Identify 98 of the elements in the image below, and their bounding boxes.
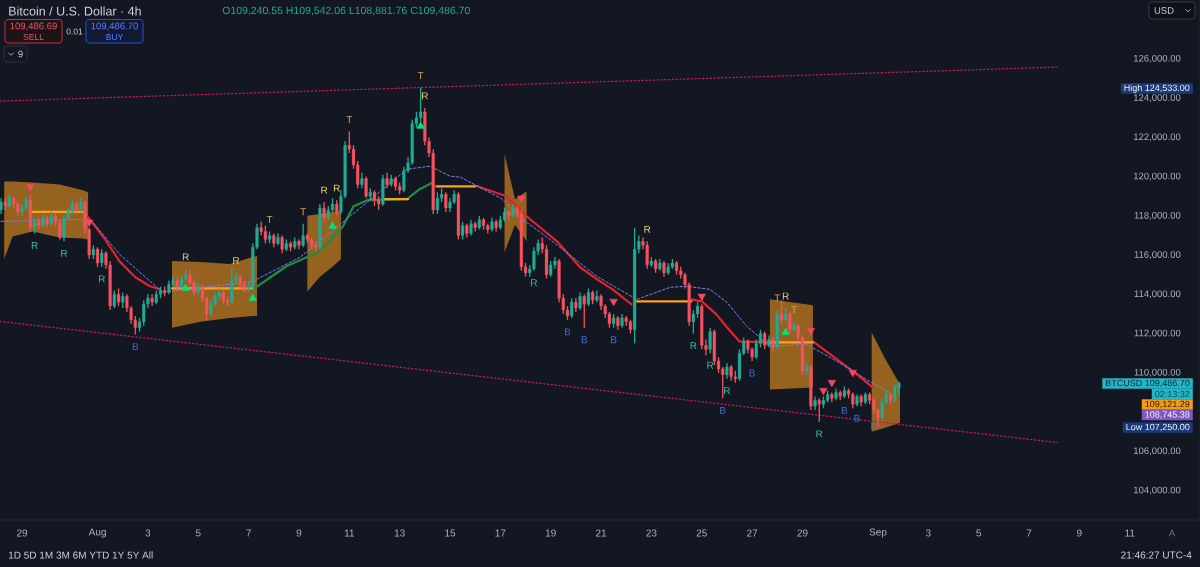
annotation: R [98,275,105,283]
x-tick-label: 9 [1077,529,1082,537]
annotation: R [333,184,340,192]
x-tick-label: 27 [747,529,758,537]
x-tick-label: 11 [1125,529,1135,537]
y-tick-label: 126,000.00 [1133,54,1181,63]
annotation: R [321,186,328,194]
candlestick [880,397,884,421]
candlestick [322,201,326,223]
annotation: T [417,72,424,80]
annotation: R [644,225,651,233]
x-tick-label: 7 [1026,529,1032,537]
annotation: 109,486.69 [10,22,57,31]
annotation: R [816,430,823,438]
y-tick-label: 120,000.00 [1133,172,1181,181]
candlestick [95,246,100,268]
x-tick-label: 5 [976,529,982,537]
annotation: 02:13:32 [1155,390,1190,398]
x-tick-label: 5 [195,529,201,537]
annotation: R [182,253,189,261]
x-tick-label: Sep [869,528,887,538]
x-tick-label: 25 [696,529,707,537]
annotation: B [581,336,588,344]
y-tick-label: 116,000.00 [1134,251,1181,260]
y-tick-label: 122,000.00 [1133,133,1181,142]
x-tick-label: 23 [646,529,657,537]
annotation: R [531,279,538,287]
annotation: R [233,257,240,265]
x-tick-label: 3 [145,529,151,537]
x-tick-label: 3 [925,529,931,537]
annotation: T [300,208,306,216]
x-tick-label: 15 [445,529,456,537]
annotation: B [871,422,877,430]
annotation: Low 107,250.00 [1126,423,1190,432]
annotation: T [774,294,781,302]
candlestick [779,299,784,325]
y-tick-label: 124,000.00 [1133,94,1181,103]
annotation: R [61,249,68,257]
annotation: 109,121.29 [1145,400,1190,409]
y-tick-label: 110,000.00 [1134,368,1181,377]
x-tick-label: 29 [797,529,808,537]
chart-title: Bitcoin / U.S. Dollar · 4h [9,6,141,16]
x-tick-label: 17 [495,529,506,537]
annotation: B [564,328,571,336]
candlestick [62,215,66,243]
candlestick [444,191,448,213]
candlestick [817,397,821,423]
text: 1D 5D 1M 3M 6M YTD 1Y 5Y All [8,551,153,559]
x-tick-label: 29 [16,529,28,537]
annotation: T [346,116,353,123]
candlestick [645,240,649,270]
y-tick-label: 118,000.00 [1134,211,1181,220]
candlestick [58,219,62,241]
annotation: B [720,406,726,414]
annotation: O109,240.55 H109,542.06 L108,881.76 C109,486.70 [222,6,470,16]
candlestick [595,289,599,303]
x-tick-label: 9 [296,529,302,537]
annotation: R [782,292,789,300]
annotation: 0.01 [66,28,83,35]
candlestick [582,293,586,329]
annotation: 9 [18,50,23,58]
annotation: T [266,216,273,223]
annotation: High 124,533.00 [1124,84,1190,93]
y-tick-label: 114,000.00 [1134,290,1181,299]
annotation: USD [1154,7,1174,14]
annotation: R [707,361,714,369]
annotation: SELL [23,33,44,40]
annotation: B [749,369,755,377]
annotation: R [724,387,731,395]
text: A [1168,529,1176,537]
annotation: B [611,336,617,344]
y-tick-label: 112,000.00 [1134,329,1181,338]
annotation: BTCUSD 109,486.70 [1106,379,1190,388]
annotation: R [690,342,697,350]
annotation: 108,745.38 [1145,411,1190,419]
x-tick-label: 21 [595,529,607,537]
text: 21:46:27 UTC-4 [1121,551,1192,559]
y-tick-label: 104,000.00 [1133,486,1181,495]
candlestick [570,297,574,319]
candlestick [150,293,154,307]
candlestick [788,311,792,335]
annotation: BUY [106,34,124,40]
x-tick-label: Aug [88,528,106,538]
candlestick [301,223,305,248]
annotation: R [31,242,38,249]
x-tick-label: 11 [344,529,355,537]
annotation: B [841,406,848,414]
x-tick-label: 13 [394,529,405,537]
annotation: 109,486.70 [91,22,138,31]
annotation: R [422,92,428,100]
candlestick [708,327,712,354]
x-tick-label: 19 [545,529,556,537]
x-tick-label: 7 [246,529,251,537]
y-tick-label: 106,000.00 [1133,447,1181,456]
annotation: B [132,343,139,350]
candlestick [364,175,368,199]
annotation: B [854,414,860,422]
candlestick [230,266,234,305]
